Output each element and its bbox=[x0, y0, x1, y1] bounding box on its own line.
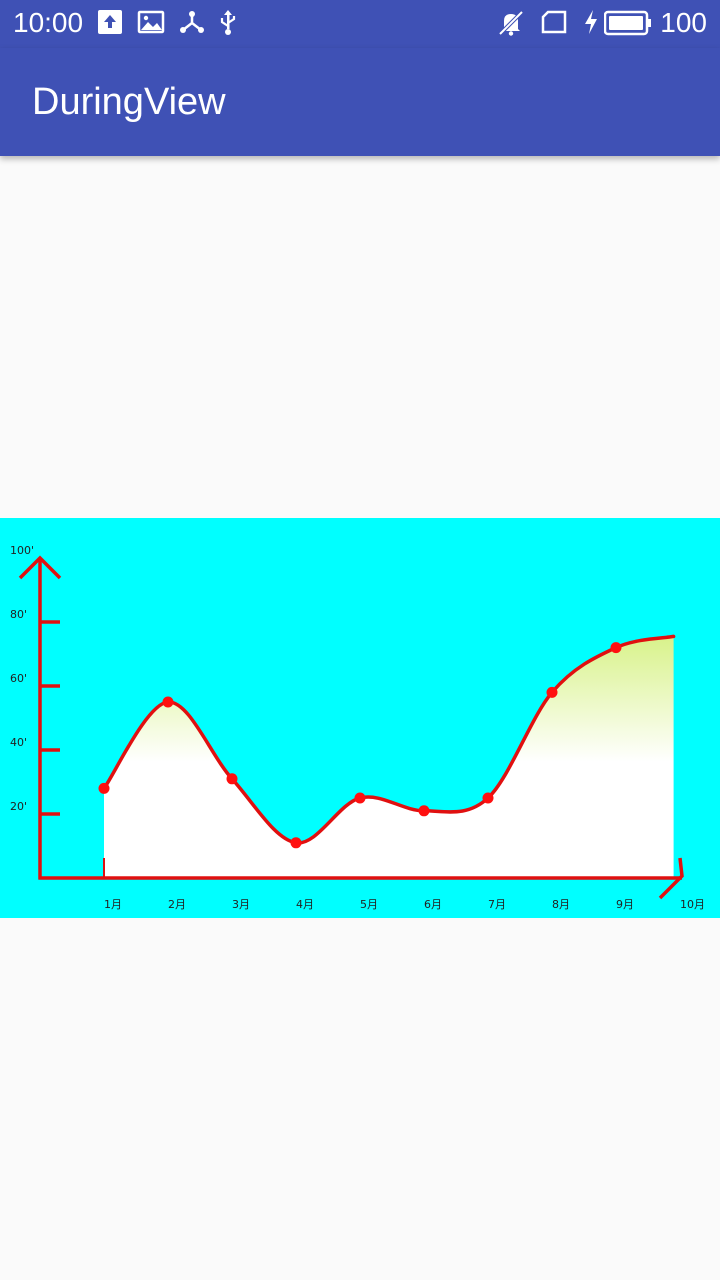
chart-container: 100' 80' 60' 40' 20' 1月 2月 3月 4月 5月 6月 7月 8月 9月 10月 bbox=[0, 518, 720, 918]
image-icon bbox=[137, 10, 165, 34]
x-tick-label: 7月 bbox=[488, 898, 506, 911]
x-tick-label: 3月 bbox=[232, 898, 250, 911]
series-line bbox=[102, 634, 676, 845]
data-point bbox=[482, 792, 494, 804]
y-tick-label: 60' bbox=[10, 672, 27, 685]
charging-bolt-icon bbox=[585, 10, 597, 34]
x-tick-label: 2月 bbox=[168, 898, 186, 911]
x-tick-label: 6月 bbox=[424, 898, 442, 911]
data-point bbox=[226, 773, 238, 785]
x-tick-label: 5月 bbox=[360, 898, 378, 911]
chart-area-fill bbox=[104, 636, 674, 878]
x-tick-label: 10月 bbox=[680, 898, 705, 911]
x-tick-label: 8月 bbox=[552, 898, 570, 911]
data-point bbox=[98, 782, 110, 794]
usb-icon bbox=[220, 10, 236, 35]
share-network-icon bbox=[180, 11, 204, 33]
notifications-off-icon bbox=[498, 10, 524, 36]
upload-icon bbox=[98, 10, 122, 34]
y-tick-label: 40' bbox=[10, 736, 27, 749]
x-tick-label: 4月 bbox=[296, 898, 314, 911]
data-point bbox=[290, 837, 302, 849]
x-axis-arrow bbox=[658, 857, 684, 900]
battery-level-text: 100 bbox=[660, 7, 707, 38]
status-time: 10:00 bbox=[13, 7, 84, 38]
app-bar: DuringView bbox=[0, 48, 720, 156]
data-point bbox=[610, 642, 622, 654]
during-chart: 100' 80' 60' 40' 20' 1月 2月 3月 4月 5月 6月 7月 8月 9月 10月 bbox=[0, 518, 720, 918]
y-tick-label: 80' bbox=[10, 608, 27, 621]
data-point bbox=[546, 686, 558, 698]
y-axis-arrow bbox=[18, 555, 62, 580]
data-point bbox=[418, 805, 430, 817]
y-tick-label: 100' bbox=[10, 544, 34, 557]
data-point bbox=[354, 792, 366, 804]
y-tick-label: 20' bbox=[10, 800, 27, 813]
data-point bbox=[162, 696, 174, 708]
x-tick-label: 9月 bbox=[616, 898, 634, 911]
sim-card-icon bbox=[541, 10, 567, 34]
x-tick-label: 1月 bbox=[104, 898, 122, 911]
battery-full-icon bbox=[604, 10, 651, 36]
app-title: DuringView bbox=[32, 81, 226, 123]
status-bar: 10:00 100 bbox=[0, 0, 720, 48]
